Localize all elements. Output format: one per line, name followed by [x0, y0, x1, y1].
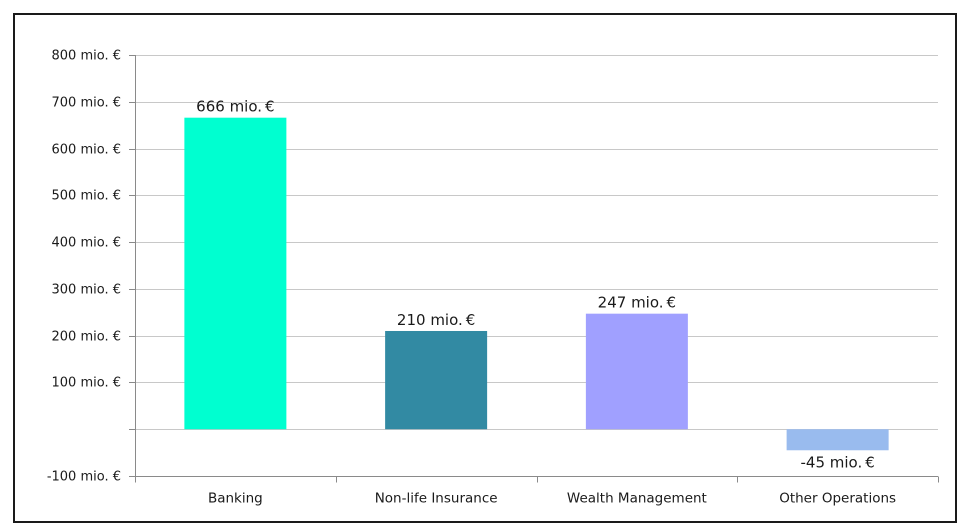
y-tick-label: 800 mio. €: [52, 49, 121, 64]
chart-frame: 800 mio. € 700 mio. € 600 mio. € 500 mio. €…: [13, 13, 957, 523]
category-label: Non-life Insurance: [375, 491, 498, 507]
bar-banking: [184, 117, 287, 430]
category-label: Banking: [208, 491, 263, 507]
axes: [129, 55, 939, 483]
bar-non-life-insurance: [385, 330, 488, 430]
y-tick-label: 200 mio. €: [52, 330, 121, 345]
data-label: -45 mio. €: [800, 453, 874, 471]
bar-wealth-management: [585, 313, 688, 430]
data-label: 247 mio. €: [598, 294, 676, 312]
bar-chart: 800 mio. € 700 mio. € 600 mio. € 500 mio. €…: [47, 49, 939, 507]
y-tick-label: -100 mio. €: [47, 470, 121, 485]
y-tick-label: 100 mio. €: [52, 376, 121, 391]
category-label: Other Operations: [779, 491, 896, 507]
labels: 800 mio. € 700 mio. € 600 mio. € 500 mio. €…: [47, 49, 896, 507]
y-tick-label: 400 mio. €: [52, 236, 121, 251]
y-tick-label: 600 mio. €: [52, 143, 121, 158]
data-label: 210 mio. €: [397, 311, 475, 329]
y-tick-label: 500 mio. €: [52, 189, 121, 204]
y-tick-label: 300 mio. €: [52, 283, 121, 298]
bar-other-operations: [786, 429, 889, 451]
data-label: 666 mio. €: [196, 98, 274, 116]
bars: [184, 117, 889, 451]
y-tick-label: 700 mio. €: [52, 96, 121, 111]
category-label: Wealth Management: [567, 491, 707, 507]
